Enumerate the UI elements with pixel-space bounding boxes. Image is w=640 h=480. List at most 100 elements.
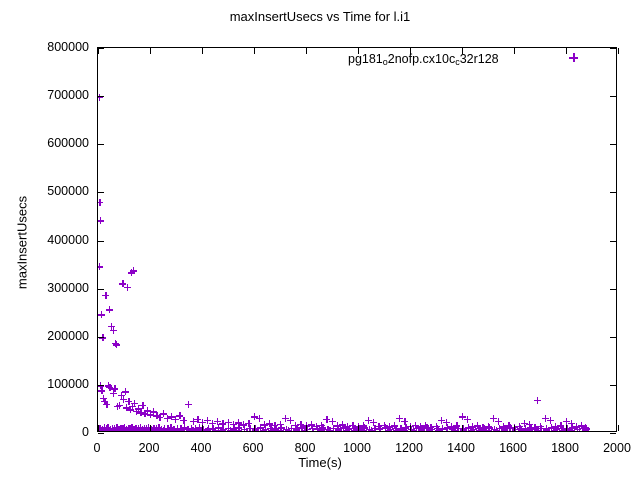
- x-tick-mark: [514, 425, 515, 431]
- x-tick-label: 1400: [447, 441, 475, 455]
- data-point: [281, 415, 289, 423]
- data-point: [203, 416, 211, 424]
- chart-title: maxInsertUsecs vs Time for l.i1: [229, 9, 411, 24]
- data-point: [307, 421, 315, 429]
- x-tick-mark: [306, 425, 307, 431]
- data-point: [309, 427, 317, 431]
- y-tick-mark: [610, 433, 616, 434]
- data-point: [442, 418, 450, 426]
- data-point: [251, 427, 259, 431]
- y-tick-label: 500000: [47, 184, 89, 199]
- data-point: [416, 423, 424, 431]
- y-tick-mark: [98, 48, 104, 49]
- data-point: [526, 427, 534, 431]
- data-point: [136, 426, 144, 431]
- plot-area: [98, 48, 616, 431]
- x-tick-mark: [566, 48, 567, 54]
- data-point: [521, 425, 529, 431]
- data-point: [113, 403, 121, 411]
- data-point: [277, 424, 285, 431]
- data-point: [125, 397, 133, 405]
- y-tick-mark: [610, 288, 616, 290]
- data-point: [240, 425, 248, 431]
- data-point: [139, 401, 147, 409]
- data-point: [459, 427, 467, 431]
- data-point: [537, 424, 545, 431]
- data-point: [259, 427, 267, 431]
- x-tick-mark: [410, 48, 411, 54]
- y-tick-mark: [610, 192, 616, 194]
- data-point: [516, 424, 524, 431]
- data-point: [115, 401, 123, 409]
- data-point: [480, 425, 488, 431]
- data-point: [349, 421, 357, 429]
- y-tick-mark: [610, 336, 616, 338]
- y-tick-mark: [98, 240, 104, 242]
- data-point: [112, 427, 120, 431]
- data-point: [359, 422, 367, 430]
- data-point: [101, 427, 109, 431]
- data-point: [526, 420, 534, 428]
- data-point: [490, 425, 498, 431]
- data-point: [109, 390, 117, 398]
- data-point: [484, 422, 492, 430]
- data-point: [163, 415, 171, 423]
- data-point: [105, 426, 113, 431]
- x-tick-mark: [410, 425, 411, 431]
- data-point: [576, 427, 584, 431]
- data-point: [426, 427, 434, 431]
- data-point: [105, 306, 113, 314]
- data-point: [506, 424, 514, 431]
- data-point: [123, 404, 131, 412]
- data-point: [106, 383, 114, 391]
- data-point: [531, 423, 539, 431]
- y-tick-label: 400000: [47, 232, 89, 247]
- data-point: [98, 217, 105, 225]
- data-point: [266, 420, 274, 428]
- x-tick-label: 1600: [499, 441, 527, 455]
- data-point: [103, 400, 111, 408]
- data-point: [112, 341, 120, 349]
- data-point: [365, 425, 373, 431]
- data-point: [432, 422, 440, 430]
- x-tick-label: 2000: [603, 441, 631, 455]
- y-tick-label: 100000: [47, 376, 89, 391]
- data-point: [501, 426, 509, 431]
- data-point: [552, 423, 560, 431]
- x-tick-label: 400: [190, 441, 212, 455]
- x-tick-label: 800: [294, 441, 316, 455]
- data-point: [261, 425, 269, 431]
- data-point: [520, 419, 528, 427]
- data-point: [131, 427, 139, 431]
- data-point: [234, 419, 242, 427]
- data-point: [390, 422, 398, 430]
- x-tick-mark: [306, 48, 307, 54]
- data-point: [579, 424, 587, 431]
- data-point: [141, 410, 149, 418]
- data-point: [98, 263, 103, 271]
- data-point: [137, 409, 145, 417]
- data-point: [376, 427, 384, 431]
- data-point: [443, 424, 451, 431]
- x-tick-label: 0: [93, 441, 101, 455]
- data-point: [108, 427, 116, 431]
- plot-frame: [97, 47, 619, 434]
- data-point: [132, 407, 140, 415]
- data-point: [433, 424, 441, 431]
- data-point: [401, 417, 409, 425]
- data-point: [243, 427, 251, 431]
- y-tick-label: 800000: [47, 40, 89, 54]
- data-point: [474, 422, 482, 430]
- x-tick-label: 1000: [343, 441, 371, 455]
- y-tick-label: 200000: [47, 328, 89, 343]
- data-point: [293, 427, 301, 431]
- x-tick-mark: [358, 48, 359, 54]
- data-point: [380, 421, 388, 429]
- data-point: [437, 416, 445, 424]
- data-point: [553, 425, 561, 431]
- x-tick-mark: [566, 425, 567, 431]
- x-tick-mark: [98, 425, 99, 431]
- data-point: [176, 426, 184, 431]
- x-tick-mark: [202, 48, 203, 54]
- data-point: [225, 424, 233, 431]
